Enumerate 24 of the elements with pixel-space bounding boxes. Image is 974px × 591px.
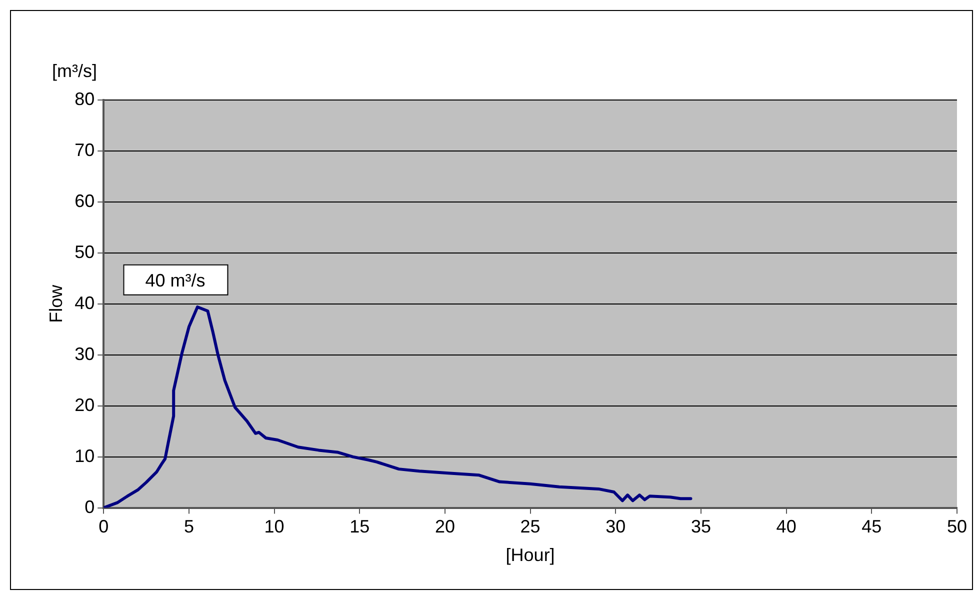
x-tick-label: 25	[520, 516, 540, 537]
y-tick-label: 30	[74, 344, 95, 364]
y-tick-label: 70	[74, 140, 95, 160]
x-tick-label: 20	[434, 516, 455, 537]
y-axis-title: Flow	[46, 284, 66, 323]
y-tick-label: 50	[74, 242, 95, 262]
x-tick-label: 50	[946, 516, 968, 537]
y-tick-label: 80	[74, 88, 95, 109]
x-tick-label: 10	[264, 516, 284, 537]
x-tick-label: 40	[776, 516, 796, 537]
y-tick-label: 40	[74, 292, 95, 313]
text: [m³/s]	[52, 60, 97, 81]
x-tick-label: 45	[862, 516, 882, 537]
y-tick-label: 60	[74, 190, 95, 211]
x-tick-label: 5	[184, 516, 194, 537]
x-axis-title: [Hour]	[506, 545, 555, 566]
x-tick-label: 35	[690, 516, 711, 537]
y-tick-label: 20	[74, 394, 95, 415]
y-tick-label: 10	[74, 446, 95, 466]
x-tick-label: 0	[98, 516, 109, 537]
annotation: 40 m³/s	[145, 270, 206, 290]
x-tick-label: 30	[606, 516, 626, 537]
x-tick-label: 15	[350, 516, 370, 537]
y-tick-label: 0	[84, 496, 95, 517]
